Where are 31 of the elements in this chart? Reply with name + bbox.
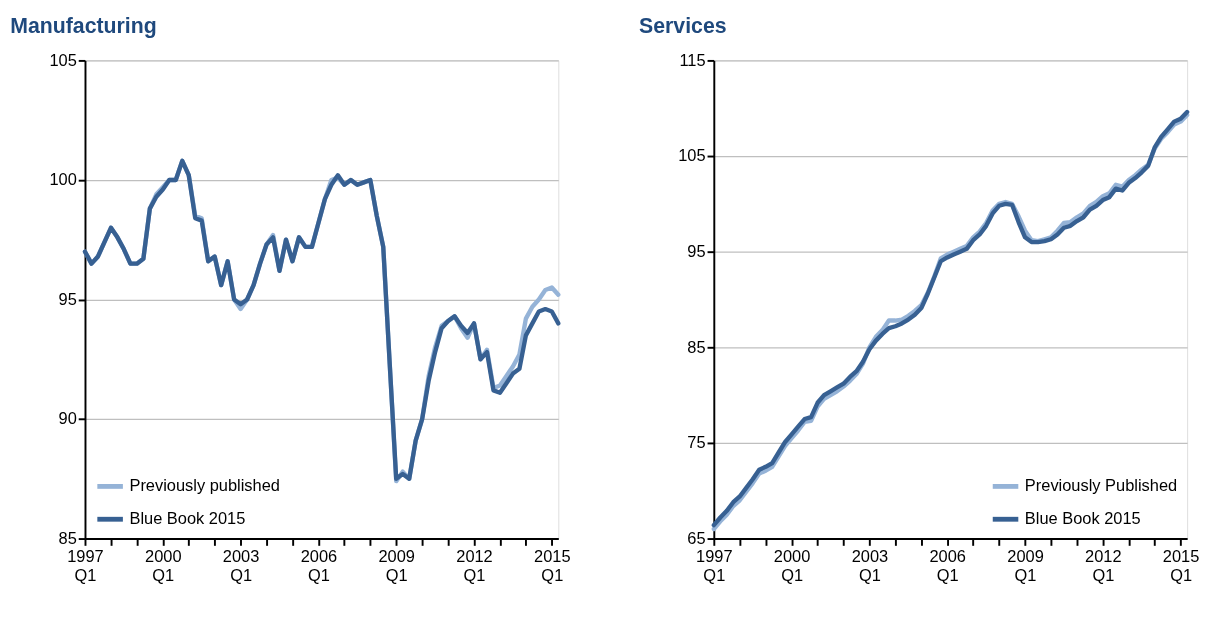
x-tick-label: 2012 Q1	[1085, 547, 1122, 584]
x-tick-label: 2006 Q1	[300, 547, 338, 584]
y-tick-label: 115	[679, 50, 706, 69]
y-tick-label: 85	[687, 337, 706, 356]
x-tick-label: 2015 Q1	[1162, 547, 1200, 584]
chart-title: Manufacturing	[10, 14, 157, 39]
x-tick-label: 2012 Q1	[456, 547, 493, 584]
y-tick-label: 105	[678, 146, 706, 165]
x-tick-label: 2003 Q1	[222, 547, 260, 584]
x-tick-label: 2000 Q1	[145, 547, 182, 584]
x-tick-label: 2009 Q1	[378, 547, 415, 584]
x-tick-label: 2003 Q1	[851, 547, 889, 584]
y-tick-label: 75	[687, 433, 706, 452]
x-tick-label: 2006 Q1	[929, 547, 966, 584]
x-tick-label: 1997 Q1	[696, 547, 733, 584]
legend-label: Previously Published	[1024, 476, 1178, 495]
y-tick-label: 85	[58, 528, 77, 547]
x-tick-label: 1997 Q1	[67, 547, 104, 584]
y-tick-label: 100	[49, 170, 77, 189]
y-tick-label: 95	[58, 289, 77, 308]
y-tick-label: 65	[687, 528, 706, 547]
chart-title: Services	[639, 14, 727, 39]
legend-label: Blue Book 2015	[129, 509, 246, 528]
x-tick-label: 2000 Q1	[773, 547, 811, 584]
x-tick-label: 2009 Q1	[1007, 547, 1044, 584]
y-tick-label: 105	[49, 50, 77, 69]
y-tick-label: 90	[58, 409, 77, 428]
y-tick-label: 95	[687, 242, 706, 260]
x-tick-label: 2015 Q1	[534, 547, 571, 584]
legend-label: Blue Book 2015	[1024, 509, 1141, 528]
legend-label: Previously published	[129, 476, 280, 495]
